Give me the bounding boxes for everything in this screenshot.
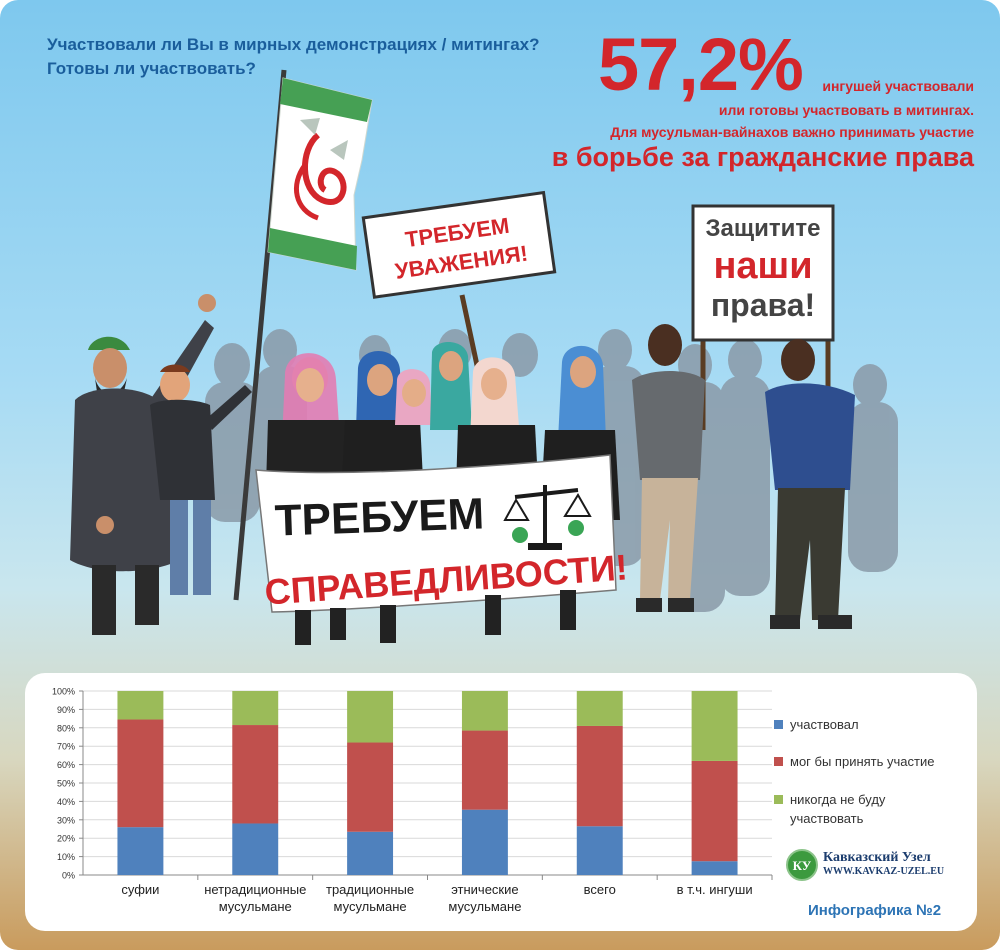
y-tick-label: 60% — [57, 760, 75, 770]
x-tick-label: в т.ч. ингуши — [677, 882, 753, 897]
brand-url: WWW.KAVKAZ-UZEL.EU — [823, 866, 945, 877]
sign-protect-line2: наши — [713, 245, 812, 287]
legend-swatch-could-participate — [774, 757, 783, 766]
logo-letters: КУ — [793, 858, 812, 873]
bar-segment — [232, 725, 279, 824]
banner-line1: ТРЕБУЕМ — [274, 489, 485, 545]
bar-segment — [347, 691, 394, 743]
sign-pole-respect — [459, 294, 481, 371]
y-tick-label: 70% — [57, 742, 75, 752]
sign-respect: ТРЕБУЕМ УВАЖЕНИЯ! — [361, 190, 557, 299]
sign-protect-line3: права! — [711, 287, 815, 323]
legend-swatch-participated — [774, 720, 783, 729]
legend-item-participated: участвовал — [774, 717, 859, 732]
y-tick-label: 90% — [57, 705, 75, 715]
x-tick-label: мусульмане — [334, 899, 407, 914]
legend-label-never-line2: участвовать — [790, 811, 864, 826]
legend-label-participated: участвовал — [790, 717, 859, 732]
x-tick-label: мусульмане — [219, 899, 292, 914]
sign-protect-rights: Защитите наши права! — [691, 204, 835, 342]
protest-illustration: ТРЕБУЕМ УВАЖЕНИЯ! Защитите наши права! — [70, 69, 898, 645]
headline-percent: 57,2% — [598, 23, 804, 106]
justice-banner: ТРЕБУЕМ СПРАВЕДЛИВОСТИ! — [255, 454, 629, 613]
sign-protect-line1: Защитите — [706, 215, 821, 242]
y-tick-label: 20% — [57, 834, 75, 844]
x-tick-label: традиционные — [326, 882, 414, 897]
bar-segment — [232, 823, 279, 875]
legend-swatch-never — [774, 795, 783, 804]
bar-segment — [461, 809, 508, 875]
bar-segment — [117, 719, 164, 828]
bar-segment — [347, 742, 394, 832]
bar-segment — [691, 861, 738, 875]
bar-segment — [691, 760, 738, 862]
ingush-flag — [267, 77, 373, 271]
banner-legs — [295, 590, 576, 645]
bar-segment — [576, 826, 623, 875]
bar-segment — [461, 691, 508, 731]
protester-boy — [150, 364, 252, 595]
y-tick-label: 50% — [57, 779, 75, 789]
y-tick-label: 0% — [62, 871, 75, 881]
legend-item-could-participate: мог бы принять участие — [774, 754, 935, 769]
kavkaz-uzel-logo-icon: КУ — [786, 849, 818, 881]
brand-name: Кавказский Узел — [823, 850, 931, 865]
bar-segment — [691, 691, 738, 761]
infographic-number-label: Инфографика №2 — [808, 902, 942, 919]
survey-question-line2: Готовы ли участвовать? — [47, 59, 256, 78]
protester-blue-sweater — [765, 339, 855, 629]
plot-area: 0% 10% 20% 30% 40% 50% 60% 70% 80% 90% 100% суфии не… — [52, 687, 773, 914]
bar-segment — [117, 827, 164, 875]
scales-icon — [503, 485, 592, 550]
bar-segment — [347, 831, 394, 875]
y-tick-label: 30% — [57, 815, 75, 825]
protester-grey-sweater — [632, 324, 705, 612]
y-tick-label: 40% — [57, 797, 75, 807]
y-tick-label: 10% — [57, 852, 75, 862]
x-tick-label: мусульмане — [448, 899, 521, 914]
y-tick-label: 80% — [57, 723, 75, 733]
headline-line2: или готовы участвовать в митингах. — [718, 102, 974, 118]
bar-segment — [232, 691, 279, 726]
x-tick-label: всего — [584, 882, 616, 897]
legend-item-never: никогда не буду — [774, 792, 886, 807]
bar-segment — [576, 725, 623, 827]
headline-line1: ингушей участвовали — [822, 78, 974, 94]
legend-label-never-line1: никогда не буду — [790, 792, 886, 807]
bar-segment — [576, 691, 623, 726]
y-tick-label: 100% — [52, 687, 75, 697]
legend-item-never-cont: участвовать — [790, 811, 863, 826]
survey-question-line1: Участвовали ли Вы в мирных демонстрациях… — [47, 35, 540, 54]
legend-label-could-participate: мог бы принять участие — [790, 754, 935, 769]
x-tick-label: этнические — [451, 882, 518, 897]
x-tick-label: нетрадиционные — [204, 882, 306, 897]
x-tick-label: суфии — [121, 882, 159, 897]
bar-segment — [461, 730, 508, 810]
headline-line3: Для мусульман-вайнахов важно принимать у… — [610, 124, 974, 140]
headline-line4: в борьбе за гражданские права — [551, 142, 974, 172]
bar-segment — [117, 691, 164, 720]
